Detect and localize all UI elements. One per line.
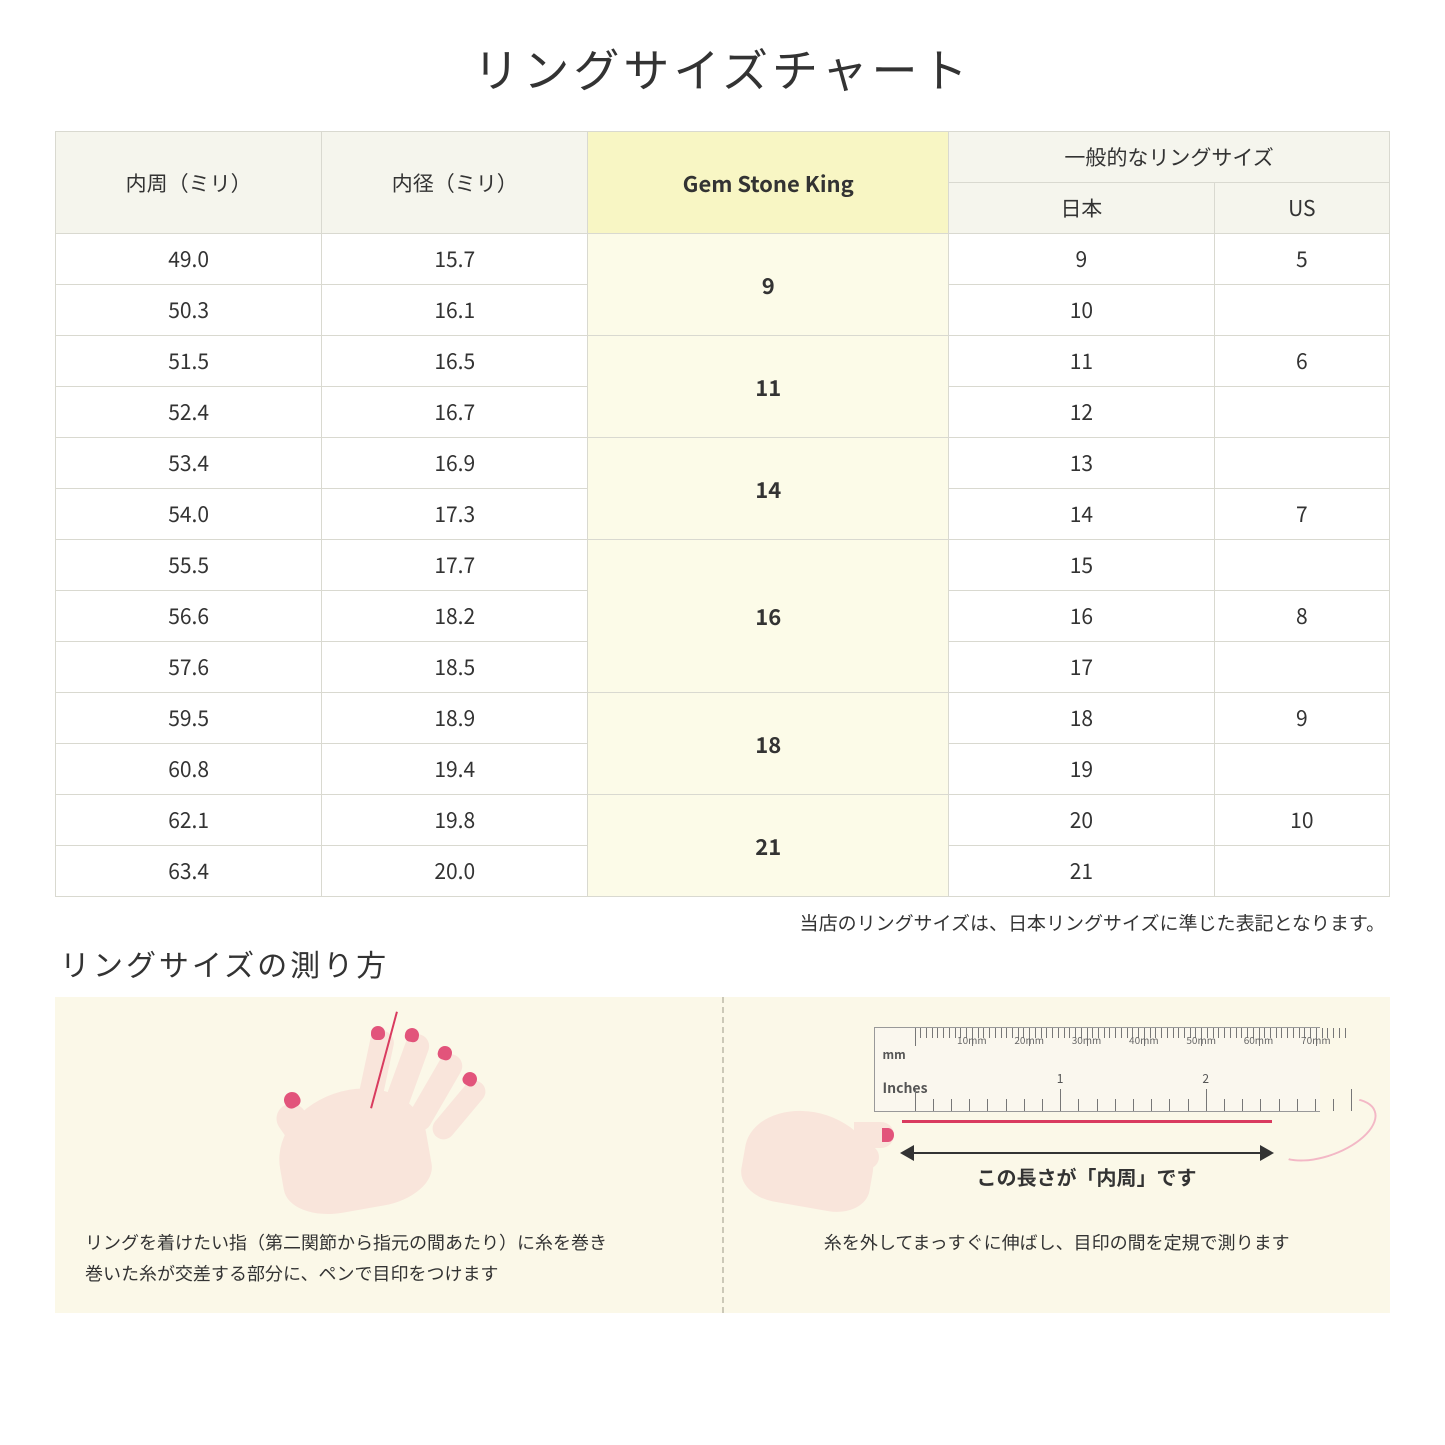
cell-circumference: 56.6 [56,591,322,642]
cell-gsk: 9 [588,234,949,336]
table-row: 62.119.8212010 [56,795,1390,846]
cell-diameter: 18.2 [322,591,588,642]
cell-circumference: 60.8 [56,744,322,795]
th-general-group: 一般的なリングサイズ [949,132,1390,183]
table-row: 59.518.918189 [56,693,1390,744]
table-row: 53.416.91413 [56,438,1390,489]
right-illustration: mm Inches 12 10mm20mm30mm40mm50mm60mm70m… [754,1017,1361,1212]
left-caption: リングを着けたい指（第二関節から指元の間あたり）に糸を巻き巻いた糸が交差する部分… [85,1227,692,1288]
cell-diameter: 19.4 [322,744,588,795]
cell-diameter: 18.9 [322,693,588,744]
ring-size-table: 内周（ミリ） 内径（ミリ） Gem Stone King 一般的なリングサイズ … [55,131,1390,897]
cell-circumference: 59.5 [56,693,322,744]
cell-circumference: 50.3 [56,285,322,336]
measure-panel-left: リングを着けたい指（第二関節から指元の間あたり）に糸を巻き巻いた糸が交差する部分… [55,997,724,1313]
cell-us [1214,285,1389,336]
cell-diameter: 20.0 [322,846,588,897]
cell-diameter: 19.8 [322,795,588,846]
cell-circumference: 55.5 [56,540,322,591]
cell-circumference: 49.0 [56,234,322,285]
cell-jp: 20 [949,795,1215,846]
cell-jp: 15 [949,540,1215,591]
cell-us [1214,387,1389,438]
cell-us: 10 [1214,795,1389,846]
cell-us [1214,642,1389,693]
th-gsk: Gem Stone King [588,132,949,234]
cell-circumference: 57.6 [56,642,322,693]
cell-diameter: 17.3 [322,489,588,540]
page-title: リングサイズチャート [0,35,1445,101]
mm-label: 10mm [957,1032,987,1047]
cell-gsk: 14 [588,438,949,540]
cell-diameter: 16.7 [322,387,588,438]
cell-gsk: 11 [588,336,949,438]
th-circumference: 内周（ミリ） [56,132,322,234]
cell-jp: 18 [949,693,1215,744]
cell-jp: 17 [949,642,1215,693]
cell-circumference: 52.4 [56,387,322,438]
mm-label: 30mm [1072,1032,1102,1047]
cell-us [1214,744,1389,795]
cell-jp: 21 [949,846,1215,897]
right-caption: 糸を外してまっすぐに伸ばし、目印の間を定規で測ります [754,1227,1361,1258]
table-row: 51.516.511116 [56,336,1390,387]
measure-panel-right: mm Inches 12 10mm20mm30mm40mm50mm60mm70m… [724,997,1391,1313]
cell-diameter: 18.5 [322,642,588,693]
mm-label: 50mm [1186,1032,1216,1047]
hand-illustration [258,1020,518,1210]
mm-label: 60mm [1244,1032,1274,1047]
cell-diameter: 15.7 [322,234,588,285]
mm-label: 20mm [1014,1032,1044,1047]
hand-tip-illustration [754,1097,914,1207]
cell-gsk: 21 [588,795,949,897]
cell-us: 5 [1214,234,1389,285]
cell-circumference: 53.4 [56,438,322,489]
left-illustration [85,1017,692,1212]
ruler-icon: mm Inches 12 10mm20mm30mm40mm50mm60mm70m… [874,1027,1321,1112]
cell-us: 9 [1214,693,1389,744]
cell-jp: 10 [949,285,1215,336]
cell-jp: 9 [949,234,1215,285]
table-row: 55.517.71615 [56,540,1390,591]
cell-jp: 11 [949,336,1215,387]
cell-us [1214,540,1389,591]
inch-label: 2 [1202,1070,1209,1087]
cell-us: 6 [1214,336,1389,387]
cell-diameter: 16.9 [322,438,588,489]
cell-us [1214,438,1389,489]
inch-label: 1 [1057,1070,1064,1087]
cell-us: 7 [1214,489,1389,540]
cell-jp: 13 [949,438,1215,489]
cell-diameter: 16.5 [322,336,588,387]
footnote: 当店のリングサイズは、日本リングサイズに準じた表記となります。 [55,909,1390,936]
th-diameter: 内径（ミリ） [322,132,588,234]
measure-title: リングサイズの測り方 [55,941,1390,985]
cell-us: 8 [1214,591,1389,642]
mm-label: 40mm [1129,1032,1159,1047]
cell-us [1214,846,1389,897]
cell-jp: 16 [949,591,1215,642]
thread-line [902,1120,1272,1123]
measure-arrow: この長さが「内周」です [902,1137,1272,1191]
cell-diameter: 17.7 [322,540,588,591]
cell-diameter: 16.1 [322,285,588,336]
arrow-label: この長さが「内周」です [977,1162,1197,1191]
measure-section: リングを着けたい指（第二関節から指元の間あたり）に糸を巻き巻いた糸が交差する部分… [55,997,1390,1313]
cell-circumference: 62.1 [56,795,322,846]
cell-jp: 19 [949,744,1215,795]
cell-circumference: 63.4 [56,846,322,897]
th-jp: 日本 [949,183,1215,234]
table-row: 49.015.7995 [56,234,1390,285]
cell-circumference: 54.0 [56,489,322,540]
cell-jp: 14 [949,489,1215,540]
cell-gsk: 18 [588,693,949,795]
th-us: US [1214,183,1389,234]
cell-gsk: 16 [588,540,949,693]
cell-jp: 12 [949,387,1215,438]
mm-label: 70mm [1301,1032,1331,1047]
cell-circumference: 51.5 [56,336,322,387]
